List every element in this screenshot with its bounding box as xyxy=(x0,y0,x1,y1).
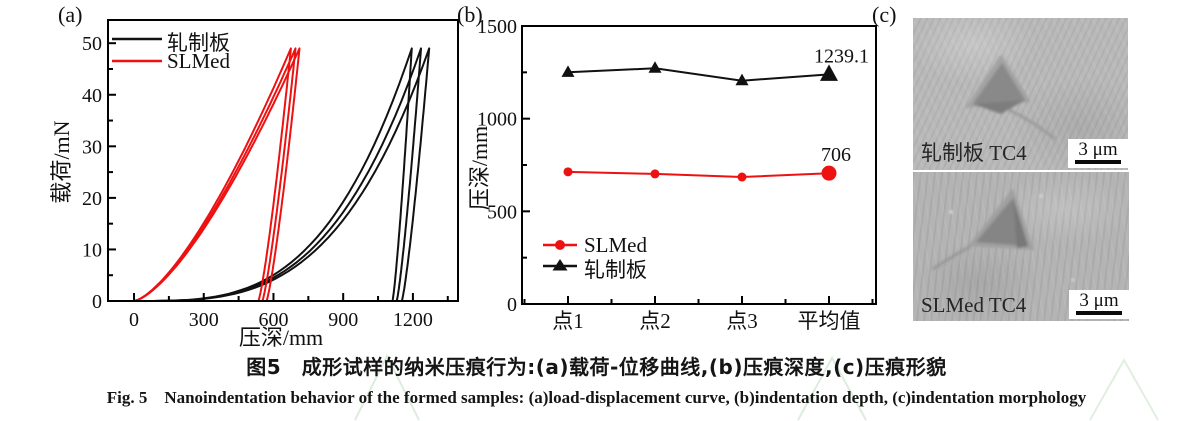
data-point-SLMed xyxy=(737,172,747,182)
panel-b-legend-slmed: SLMed xyxy=(584,233,647,257)
loop-curve-SLMed xyxy=(133,47,301,302)
panel-a-label: (a) xyxy=(58,2,83,27)
sem-image-slmed: SLMed TC4 3 μm xyxy=(913,172,1129,321)
caption-english: Fig. 5 Nanoindentation behavior of the f… xyxy=(106,388,1087,407)
scale-bar-line xyxy=(1075,160,1121,164)
loop-curve-SLMed xyxy=(133,47,297,302)
scale-label: 3 μm xyxy=(1078,139,1118,160)
debris-speck xyxy=(1039,194,1043,198)
x-tick-label: 1200 xyxy=(393,309,433,331)
scale-bar-rolled: 3 μm xyxy=(1068,139,1128,168)
mean-annotation-SLMed: 706 xyxy=(821,144,851,166)
load-displacement-chart: 0 300 600 900 1200 0 10 20 30 40 50 xyxy=(82,19,459,331)
plot-frame xyxy=(521,25,877,305)
y-tick-label: 1500 xyxy=(477,16,517,38)
data-point-SLMed xyxy=(821,165,837,181)
y-tick-label: 0 xyxy=(92,291,102,313)
category-label: 点1 xyxy=(552,309,584,333)
x-tick-label: 600 xyxy=(258,309,288,331)
scale-label: 3 μm xyxy=(1079,290,1119,311)
sem-label-slmed: SLMed TC4 xyxy=(921,293,1027,317)
y-tick-label: 10 xyxy=(82,239,102,261)
caption-chinese: 图5 成形试样的纳米压痕行为:(a)载荷-位移曲线,(b)压痕深度,(c)压痕形… xyxy=(246,355,947,379)
y-tick-label: 30 xyxy=(82,136,102,158)
debris-speck xyxy=(1071,278,1075,282)
data-point-轧制板 xyxy=(820,64,838,81)
data-point-SLMed xyxy=(650,169,660,179)
legend-marker-rolled xyxy=(552,259,568,271)
x-tick-label: 900 xyxy=(328,309,358,331)
category-label: 点3 xyxy=(726,309,758,333)
x-tick-label: 300 xyxy=(189,309,219,331)
panel-b-label: (b) xyxy=(457,2,483,27)
indent-tail xyxy=(932,244,972,271)
indentation-depth-chart: 0 500 1000 1500 点1 点2 点3 平均值 706 1239.1 xyxy=(477,16,877,333)
x-tick-label: 0 xyxy=(129,309,139,331)
data-line-轧制板 xyxy=(567,67,830,82)
indent-shadow xyxy=(973,100,1025,114)
category-label: 点2 xyxy=(639,309,671,333)
sem-label-rolled: 轧制板 TC4 xyxy=(921,141,1027,165)
plot-frame xyxy=(107,19,459,302)
panel-a-y-axis-title: 载荷/mN xyxy=(49,120,74,204)
watermark-triangle xyxy=(1089,357,1159,421)
debris-speck xyxy=(949,210,953,214)
y-tick-label: 50 xyxy=(82,33,102,55)
y-tick-label: 20 xyxy=(82,188,102,210)
panel-a-x-axis-title: 压深/mm xyxy=(238,325,324,350)
y-tick-label: 1000 xyxy=(477,109,517,131)
watermark-triangle xyxy=(797,355,867,421)
loop-curve-轧制板 xyxy=(134,47,431,302)
panel-b-legend-rolled: 轧制板 xyxy=(584,258,647,282)
y-tick-label: 40 xyxy=(82,85,102,107)
category-label: 平均值 xyxy=(798,309,861,333)
y-tick-label: 0 xyxy=(507,294,517,316)
panel-a-legend-rolled: 轧制板 xyxy=(167,31,230,55)
y-tick-label: 500 xyxy=(487,201,517,223)
legend-marker-slmed xyxy=(555,240,565,250)
indent-tail xyxy=(1008,108,1056,141)
indent-mark-rolled xyxy=(965,54,1056,141)
panel-b-y-axis-title: 压深/mm xyxy=(467,125,492,211)
watermark-triangle xyxy=(354,353,420,421)
data-point-轧制板 xyxy=(561,65,575,77)
scale-bar-line xyxy=(1076,311,1122,315)
data-point-SLMed xyxy=(563,167,573,177)
data-point-轧制板 xyxy=(648,61,662,73)
sem-image-rolled: 轧制板 TC4 3 μm xyxy=(913,18,1128,170)
indent-core xyxy=(973,63,1025,104)
indent-mark-slmed xyxy=(932,188,1075,282)
loop-curve-SLMed xyxy=(133,47,292,302)
scale-bar-slmed: 3 μm xyxy=(1069,290,1129,319)
panel-c-label: (c) xyxy=(872,2,897,27)
data-line-SLMed xyxy=(567,170,830,179)
indent-shadow xyxy=(1013,198,1028,248)
data-point-轧制板 xyxy=(735,73,749,86)
mean-annotation-轧制板: 1239.1 xyxy=(814,45,869,67)
panel-a-legend-slmed: SLMed xyxy=(167,49,230,73)
